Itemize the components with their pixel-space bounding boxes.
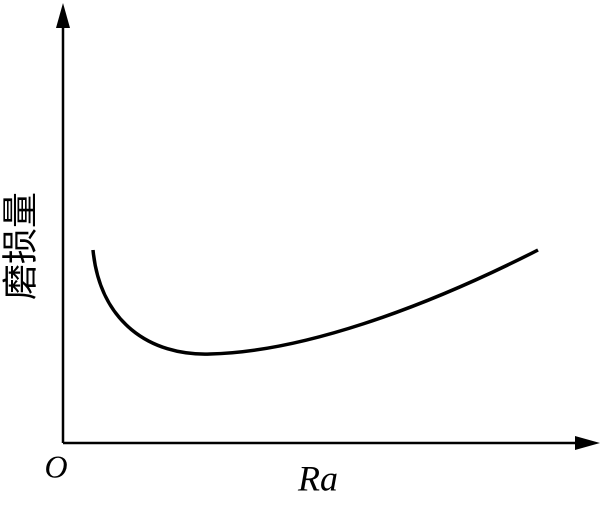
wear-curve xyxy=(91,248,539,356)
y-axis-label: 磨损量 xyxy=(0,192,40,300)
x-axis-label: Ra xyxy=(297,458,338,498)
origin-label: O xyxy=(44,448,67,484)
x-axis-arrow xyxy=(575,436,600,450)
y-axis-arrow xyxy=(56,3,70,28)
